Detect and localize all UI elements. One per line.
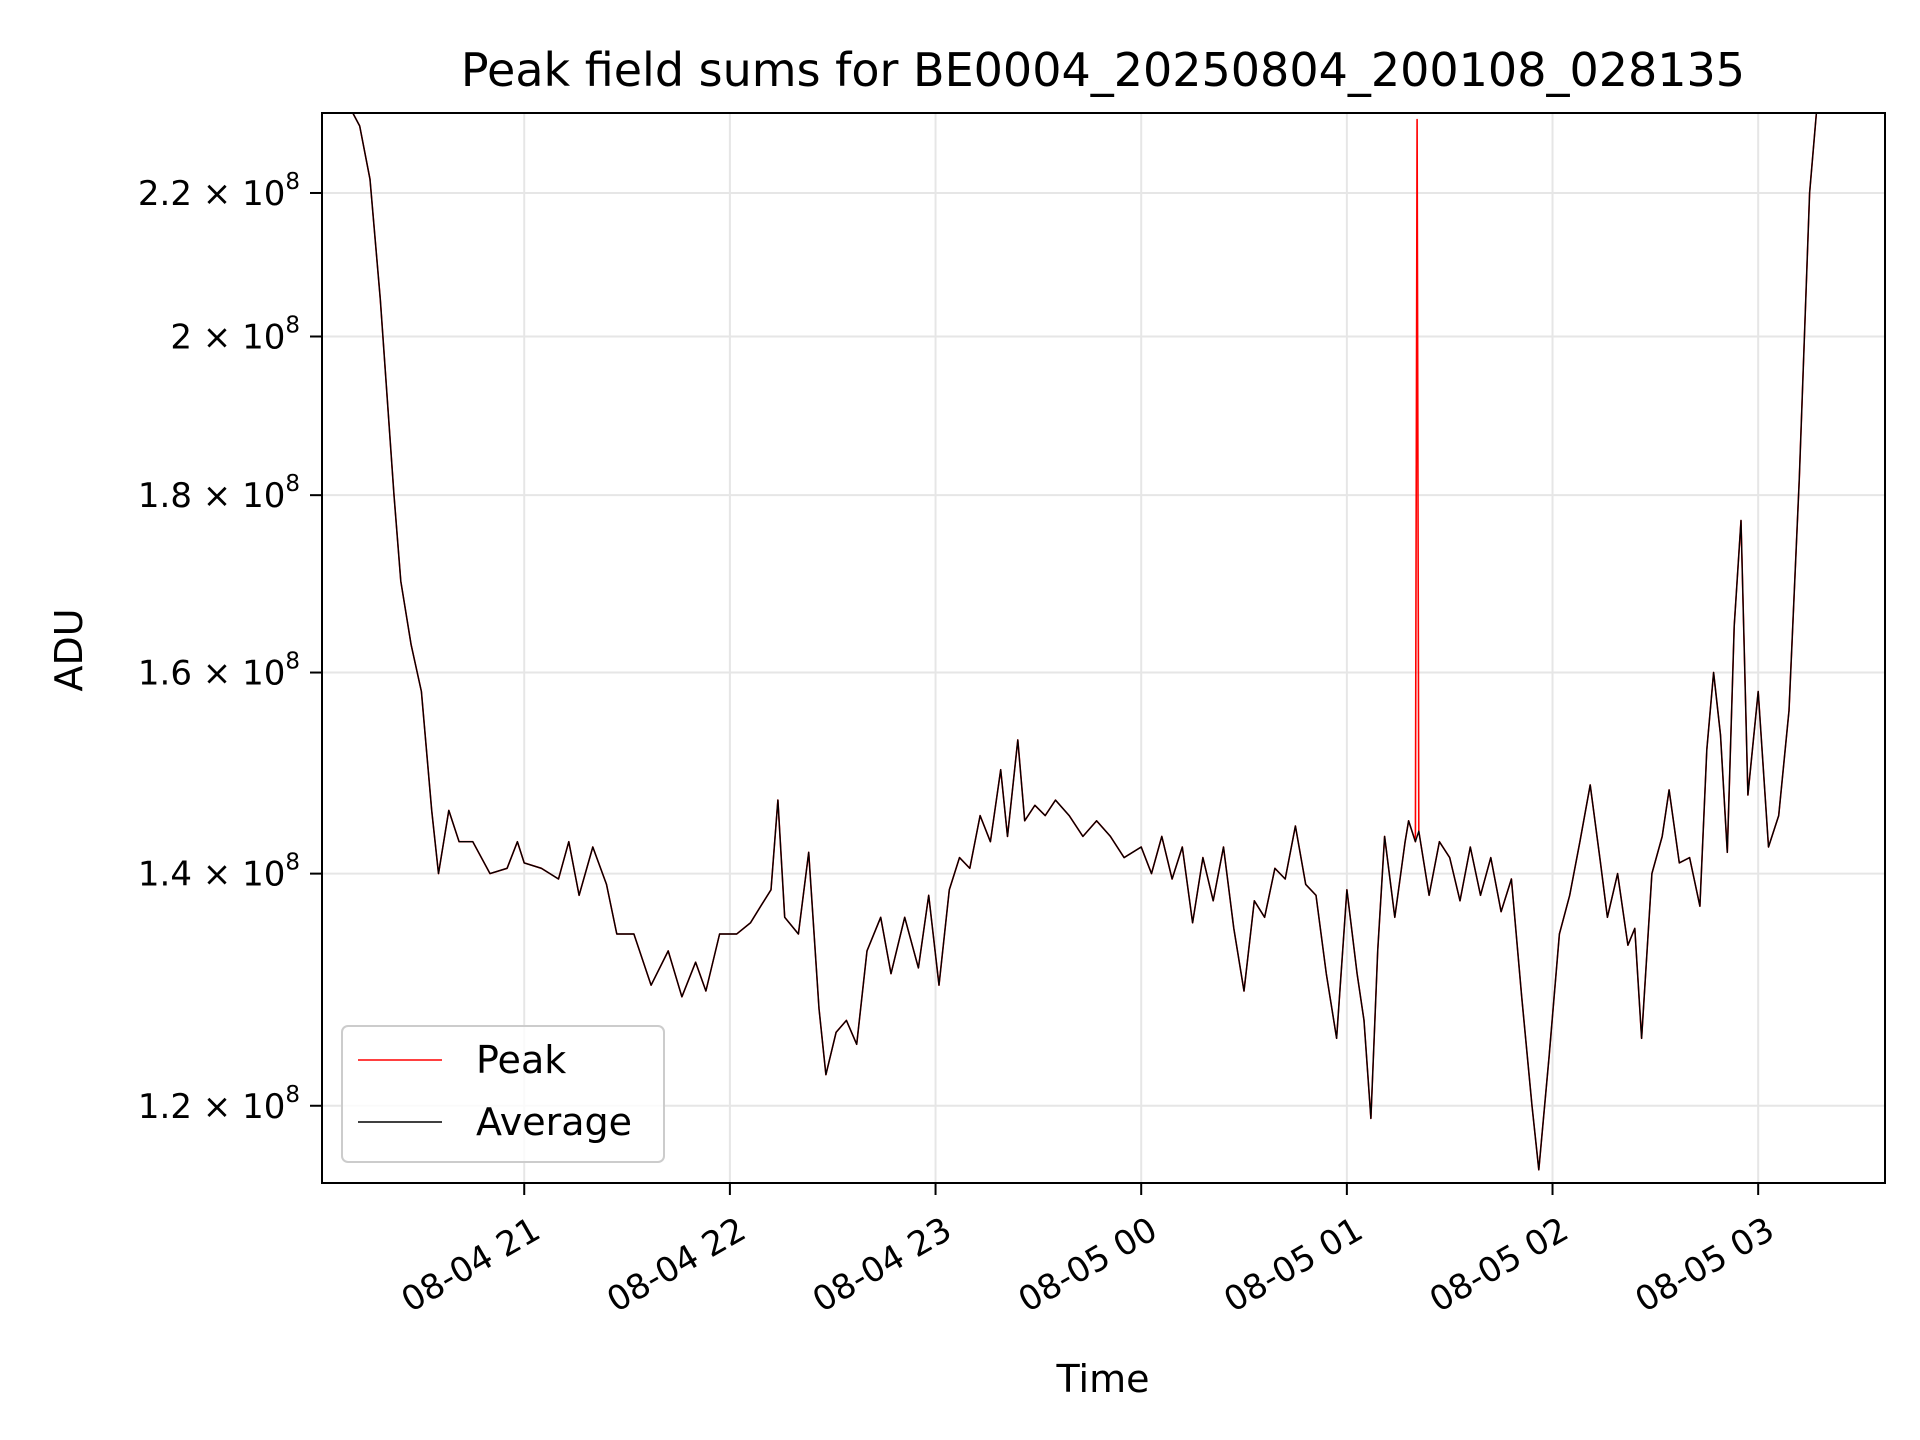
y-tick-base: 10 [242,654,285,694]
y-tick-times: × [192,318,242,358]
chart-title: Peak field sums for BE0004_20250804_2001… [461,43,1745,97]
series-line-average [322,112,1885,1171]
y-tick-base: 10 [242,1087,285,1127]
y-tick-label: 1.6 × 108 [138,649,300,694]
y-tick-base: 10 [242,855,285,895]
y-tick-mantissa: 1.6 [138,654,192,694]
legend-label-peak: Peak [476,1038,566,1082]
legend-label-average: Average [476,1100,632,1144]
plot-frame [321,112,1886,1184]
y-tick-label: 1.8 × 108 [138,471,300,516]
y-tick-times: × [192,476,242,516]
y-tick-mantissa: 1.4 [138,855,192,895]
y-tick-label: 2.2 × 108 [138,169,300,214]
y-tick-mantissa: 1.8 [138,476,192,516]
legend: Peak Average [341,1025,665,1163]
y-tick-exponent: 8 [285,313,300,339]
y-tick-mantissa: 2 [170,318,192,358]
x-axis-label: Time [1056,1357,1150,1401]
y-tick-label: 1.4 × 108 [138,850,300,895]
grid [322,113,1885,1183]
y-tick-base: 10 [242,476,285,516]
y-tick-times: × [192,174,242,214]
y-tick-base: 10 [242,318,285,358]
y-tick-times: × [192,855,242,895]
y-tick-mantissa: 2.2 [138,174,192,214]
y-tick-times: × [192,1087,242,1127]
series-lines [322,112,1885,1171]
y-axis-label: ADU [47,608,91,691]
y-tick-base: 10 [242,174,285,214]
y-tick-exponent: 8 [285,649,300,675]
y-tick-exponent: 8 [285,1082,300,1108]
y-tick-mantissa: 1.2 [138,1087,192,1127]
y-tick-exponent: 8 [285,471,300,497]
y-tick-label: 2 × 108 [170,313,300,358]
y-tick-exponent: 8 [285,169,300,195]
y-tick-label: 1.2 × 108 [138,1082,300,1127]
y-tick-times: × [192,654,242,694]
y-tick-exponent: 8 [285,850,300,876]
